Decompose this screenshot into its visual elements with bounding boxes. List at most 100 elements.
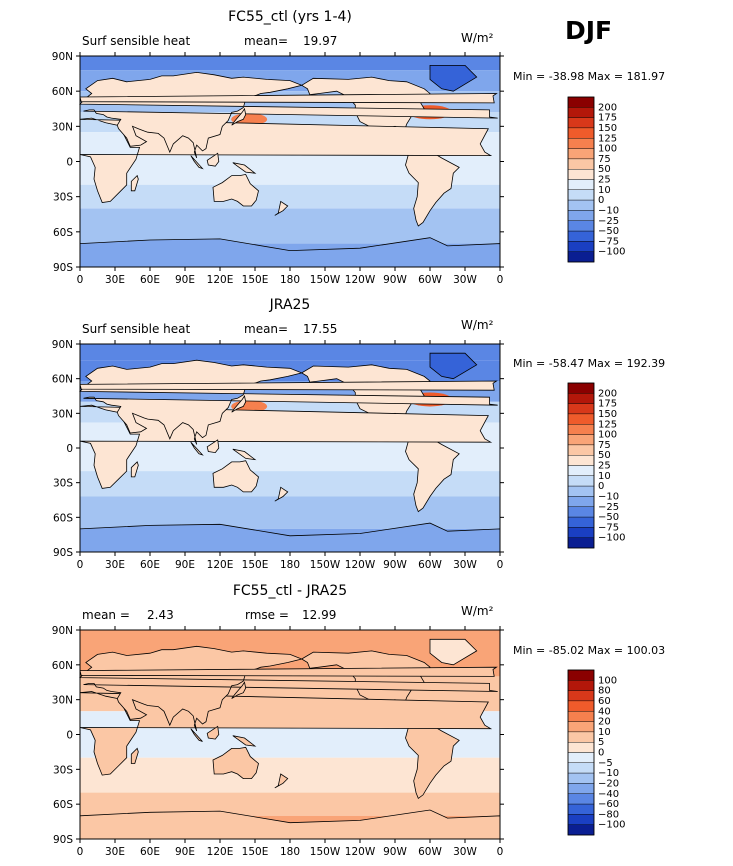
- coastline: [79, 645, 498, 732]
- lat-label: 0: [66, 730, 73, 742]
- lon-label: 180: [280, 274, 300, 286]
- colorbar-level-label: 75: [598, 154, 611, 165]
- coastline: [79, 93, 498, 104]
- lon-label: 30E: [105, 274, 125, 286]
- coastline: [429, 638, 478, 666]
- colorbar-swatch: [567, 413, 595, 425]
- lon-label: 120W: [345, 559, 376, 571]
- colorbar-level-label: −25: [598, 216, 619, 227]
- colorbar-swatch: [567, 669, 595, 681]
- colorbar-swatch: [567, 721, 595, 733]
- coastline: [232, 162, 257, 174]
- colorbar-swatch: [567, 762, 595, 774]
- colorbar-level-label: 150: [598, 409, 617, 420]
- colorbar-swatch: [567, 117, 595, 129]
- colorbar-swatch: [567, 220, 595, 232]
- colorbar-frame: [567, 96, 595, 263]
- field-band: [80, 344, 500, 361]
- colorbar-level-label: 50: [598, 450, 611, 461]
- lon-label: 120E: [207, 274, 234, 286]
- colorbar-swatch: [567, 251, 595, 263]
- colorbar-level-label: −60: [598, 799, 619, 810]
- colorbar-swatch: [567, 793, 595, 805]
- lon-label: 150W: [310, 559, 341, 571]
- coastline: [79, 691, 493, 776]
- lon-label: 150W: [310, 274, 341, 286]
- panel2-variable-label: Surf sensible heat: [82, 322, 191, 336]
- colorbar-swatch: [567, 475, 595, 487]
- lon-label: 120W: [345, 274, 376, 286]
- colorbar-swatch: [567, 444, 595, 456]
- colorbar-level-label: −75: [598, 236, 619, 247]
- colorbar-swatch: [567, 465, 595, 477]
- colorbar-level-label: −80: [598, 809, 619, 820]
- colorbar-swatch: [567, 96, 595, 108]
- coastline: [405, 146, 460, 227]
- lon-label: 60E: [140, 846, 160, 858]
- panel3-mean-label: mean =: [82, 608, 130, 622]
- coastline: [231, 394, 247, 413]
- colorbar-swatch: [567, 455, 595, 466]
- lat-label: 90S: [53, 547, 73, 559]
- colorbar-swatch: [567, 241, 595, 252]
- colorbar-swatch: [567, 516, 595, 528]
- coastline: [79, 359, 498, 445]
- colorbar-level-label: −20: [598, 778, 619, 789]
- lat-label: 0: [66, 443, 73, 455]
- coastline: [190, 155, 204, 170]
- colorbar-level-label: 40: [598, 706, 611, 717]
- lat-label: 0: [66, 157, 73, 169]
- colorbar-swatch: [567, 189, 595, 201]
- coastline: [130, 461, 139, 478]
- lat-label: 30N: [52, 695, 73, 707]
- colorbar-level-label: 125: [598, 419, 617, 430]
- panel3-min-max: Min = -85.02 Max = 100.03: [513, 644, 666, 657]
- colorbar-level-label: 10: [598, 727, 611, 738]
- panel1-units: W/m²: [461, 31, 494, 45]
- colorbar-swatch: [567, 179, 595, 191]
- panel1-title: FC55_ctl (yrs 1-4): [228, 9, 352, 25]
- colorbar-swatch: [567, 158, 595, 170]
- colorbar-level-label: −100: [598, 820, 625, 831]
- colorbar-level-label: 80: [598, 686, 611, 697]
- lon-label: 30W: [453, 846, 477, 858]
- coastline: [429, 65, 478, 92]
- lat-label: 90N: [52, 625, 73, 637]
- lon-label: 30W: [453, 274, 477, 286]
- map-panel-1: 90N 60N 30N 0 30S 60S 90S 0 30E 60E 90E 120E 150E 180…: [52, 51, 504, 286]
- colorbar-level-label: −5: [598, 758, 613, 769]
- panel1-mean-label: mean=: [244, 34, 289, 48]
- colorbar-level-label: −10: [598, 768, 619, 779]
- coastline: [130, 747, 139, 764]
- colorbar-swatch: [567, 485, 595, 497]
- lat-label: 60S: [53, 227, 73, 239]
- lon-label: 60E: [140, 559, 160, 571]
- lon-label: 90W: [383, 846, 407, 858]
- colorbar-level-label: 100: [598, 430, 617, 441]
- lon-label: 90W: [383, 559, 407, 571]
- coastline: [79, 404, 493, 489]
- lon-label: 180: [280, 846, 300, 858]
- colorbar-swatch: [567, 403, 595, 415]
- field-band: [80, 792, 500, 816]
- colorbar-swatch: [567, 752, 595, 764]
- lat-label: 30S: [53, 478, 73, 490]
- colorbar-swatch: [567, 537, 595, 549]
- coastline: [232, 448, 257, 461]
- lat-label: 60S: [53, 799, 73, 811]
- colorbar-level-label: 100: [598, 144, 617, 155]
- colorbar-swatch: [567, 496, 595, 507]
- coastline: [79, 380, 498, 391]
- colorbar-level-label: 60: [598, 696, 611, 707]
- colorbar-level-label: −40: [598, 789, 619, 800]
- coastline: [429, 352, 478, 380]
- lat-label: 60N: [52, 374, 73, 386]
- lon-label: 0: [77, 559, 84, 571]
- lat-label: 60S: [53, 512, 73, 524]
- lon-label: 150W: [310, 846, 341, 858]
- colorbar-swatch: [567, 230, 595, 242]
- lat-label: 30N: [52, 121, 73, 133]
- coastline: [274, 200, 289, 216]
- coastline: [190, 728, 203, 742]
